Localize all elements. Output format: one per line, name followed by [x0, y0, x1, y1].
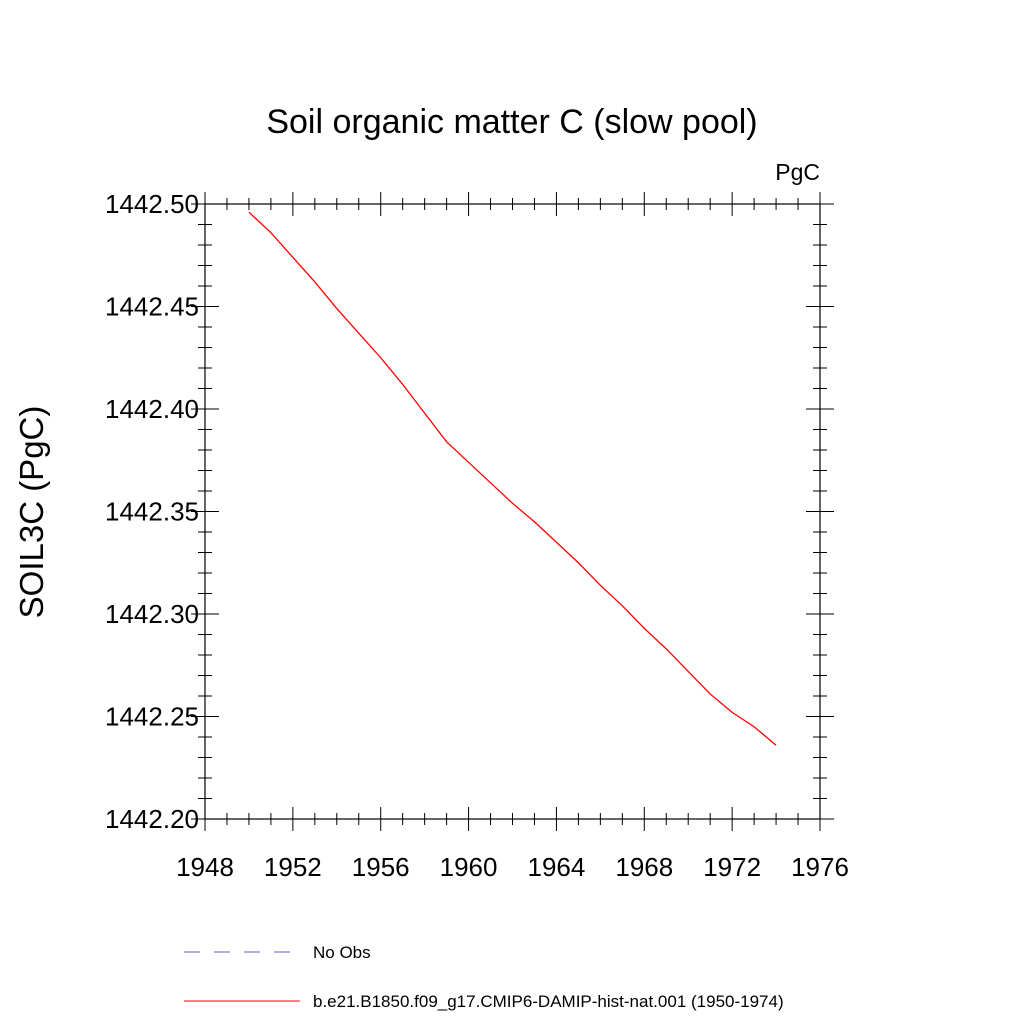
x-tick-label: 1960	[440, 852, 498, 882]
x-tick-label: 1964	[528, 852, 586, 882]
y-tick-label: 1442.25	[105, 702, 199, 732]
x-tick-label: 1948	[176, 852, 234, 882]
units-label: PgC	[775, 159, 820, 185]
x-tick-label: 1952	[264, 852, 322, 882]
y-tick-label: 1442.50	[105, 189, 199, 219]
legend-label: No Obs	[313, 943, 371, 962]
y-tick-label: 1442.30	[105, 599, 199, 629]
y-tick-labels: 1442.20 1442.25 1442.30 1442.35 1442.40 1442.…	[105, 189, 199, 834]
plot-frame	[204, 203, 821, 820]
legend: No Obs b.e21.B1850.f09_g17.CMIP6-DAMIP-hi…	[184, 943, 784, 1011]
x-tick-label: 1956	[352, 852, 410, 882]
x-tick-labels: 1948 1952 1956 1960 1964 1968 1972 1976	[176, 852, 849, 882]
axis-ticks	[191, 192, 834, 831]
y-tick-label: 1442.45	[105, 292, 199, 322]
y-axis-label: SOIL3C (PgC)	[13, 406, 50, 619]
x-tick-label: 1968	[615, 852, 673, 882]
legend-label: b.e21.B1850.f09_g17.CMIP6-DAMIP-hist-nat…	[313, 992, 784, 1011]
y-tick-label: 1442.35	[105, 497, 199, 527]
chart-title: Soil organic matter C (slow pool)	[266, 103, 757, 141]
series-line	[248, 211, 777, 746]
series-layer	[248, 211, 777, 746]
y-tick-label: 1442.40	[105, 394, 199, 424]
y-tick-label: 1442.20	[105, 804, 199, 834]
x-tick-label: 1976	[791, 852, 849, 882]
x-tick-label: 1972	[703, 852, 761, 882]
